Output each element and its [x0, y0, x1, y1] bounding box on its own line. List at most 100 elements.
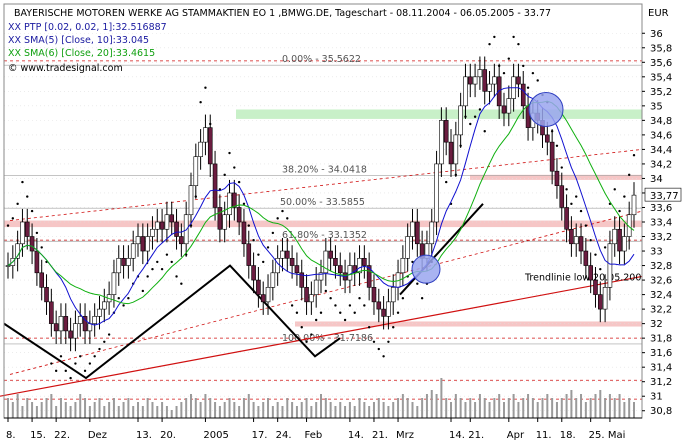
- candle-body: [559, 185, 565, 208]
- x-tick-label: 22.: [54, 430, 70, 441]
- candle-body: [472, 76, 478, 85]
- ptp-dot: [141, 289, 145, 293]
- volume-bar: [64, 402, 67, 418]
- candle-body: [97, 308, 102, 317]
- x-tick-label: Feb: [305, 430, 323, 441]
- last-price-box: [644, 187, 682, 202]
- ptp-dot: [151, 267, 154, 271]
- ptp-dot: [334, 304, 337, 307]
- volume-bar: [339, 402, 342, 418]
- volume-bar: [555, 402, 558, 418]
- zone-green-upper: [236, 109, 642, 119]
- trend-lines: Trendlinie low 20.05.200: [0, 149, 643, 397]
- volume-bar: [397, 398, 400, 418]
- volume-bar: [218, 406, 221, 418]
- ptp-dot: [469, 122, 472, 126]
- ptp-dot: [180, 282, 183, 285]
- candle-body: [111, 272, 117, 295]
- ptp-dot: [103, 340, 106, 343]
- candle-body: [549, 141, 555, 172]
- candle-body: [164, 214, 170, 230]
- y-tick-label: 35,6: [650, 58, 672, 69]
- fib-label: 50.00% - 33.5855: [280, 197, 365, 208]
- volume-bar: [440, 378, 443, 418]
- candle-body: [126, 257, 131, 266]
- y-tick-label: 31,2: [650, 377, 672, 388]
- volume-bar: [74, 402, 77, 418]
- ptp-dot: [363, 304, 366, 307]
- candle-body: [597, 294, 603, 310]
- volume-bar: [531, 398, 534, 418]
- trendline-dashed-upper: [9, 149, 643, 221]
- volume-bar: [151, 402, 154, 418]
- volume-bar: [604, 398, 607, 418]
- ptp-dot: [392, 326, 395, 329]
- fib-label: 38.20% - 34.0418: [282, 165, 367, 176]
- y-tick-label: 34,8: [650, 116, 672, 127]
- candle-body: [174, 221, 179, 237]
- volume-bar: [527, 394, 530, 418]
- candle-body: [602, 287, 608, 310]
- volume-bar: [633, 402, 635, 418]
- volume-bar: [353, 406, 356, 418]
- volume-bar: [502, 402, 505, 418]
- y-tick-label: 32,6: [650, 276, 672, 287]
- volume-bar: [459, 398, 462, 418]
- volume-bar: [175, 406, 178, 418]
- y-tick-label: 34,2: [650, 159, 672, 170]
- ptp-dot: [483, 130, 486, 133]
- volume-bar: [180, 402, 183, 418]
- x-tick-label: 21.: [372, 430, 388, 441]
- ptp-dot: [281, 209, 284, 213]
- candle-body: [232, 192, 237, 208]
- x-tick-label: 17.: [252, 430, 268, 441]
- volume-bar: [421, 398, 424, 418]
- trendline-low: [0, 275, 643, 397]
- y-tick-label: 35,8: [650, 43, 672, 54]
- y-tick-label: 30,8: [650, 406, 672, 417]
- candle-body: [265, 287, 271, 303]
- candle-body: [82, 316, 88, 332]
- volume-bar: [112, 398, 115, 418]
- sma5-line: [7, 87, 635, 326]
- volume-bar: [242, 398, 245, 418]
- chart-legend: BAYERISCHE MOTOREN WERKE AG STAMMAKTIEN …: [8, 8, 551, 74]
- candle-body: [207, 127, 213, 165]
- x-tick-label: 24.: [276, 430, 292, 441]
- ptp-dot: [50, 362, 53, 365]
- legend-sma6: XX SMA(6) [Close, 20]:33.4615: [8, 48, 155, 59]
- ptp-dot: [290, 304, 294, 307]
- volume-bar: [26, 398, 29, 418]
- ptp-dot: [589, 238, 592, 242]
- volume-bar: [286, 398, 289, 418]
- candle-body: [453, 134, 459, 165]
- volume-bar: [199, 402, 202, 418]
- ptp-dot: [156, 260, 159, 264]
- candle-body: [429, 221, 435, 245]
- ptp-dot: [262, 260, 265, 264]
- volume-bar: [165, 406, 168, 418]
- volume-bar: [368, 406, 371, 418]
- y-tick-label: 35,4: [650, 72, 672, 83]
- volume-bar: [377, 398, 380, 418]
- y-tick-label: 33: [650, 247, 663, 258]
- ptp-dot: [560, 166, 563, 169]
- candle-body: [236, 207, 242, 223]
- ptp-dot: [64, 369, 67, 373]
- volume-bar: [315, 402, 318, 418]
- volume-bar: [45, 398, 48, 418]
- candle-body: [501, 105, 507, 114]
- ptp-dot: [377, 347, 380, 351]
- x-axis-labels: 8. 15. 22. Dez 13. 20. 2005 17. 24. Feb 14. 21. Mrz 1…: [6, 418, 625, 441]
- candle-body: [15, 243, 20, 259]
- ptp-dot: [329, 297, 332, 300]
- volume-bar: [498, 394, 501, 418]
- volume-bar: [483, 398, 486, 418]
- volume-bar: [416, 406, 419, 418]
- candle-body: [20, 221, 25, 245]
- candle-body: [275, 257, 280, 274]
- volume-bar: [98, 398, 101, 418]
- x-tick-label: 14.: [348, 430, 364, 441]
- y-tick-label: 32: [650, 319, 663, 330]
- ptp-dot: [401, 297, 405, 300]
